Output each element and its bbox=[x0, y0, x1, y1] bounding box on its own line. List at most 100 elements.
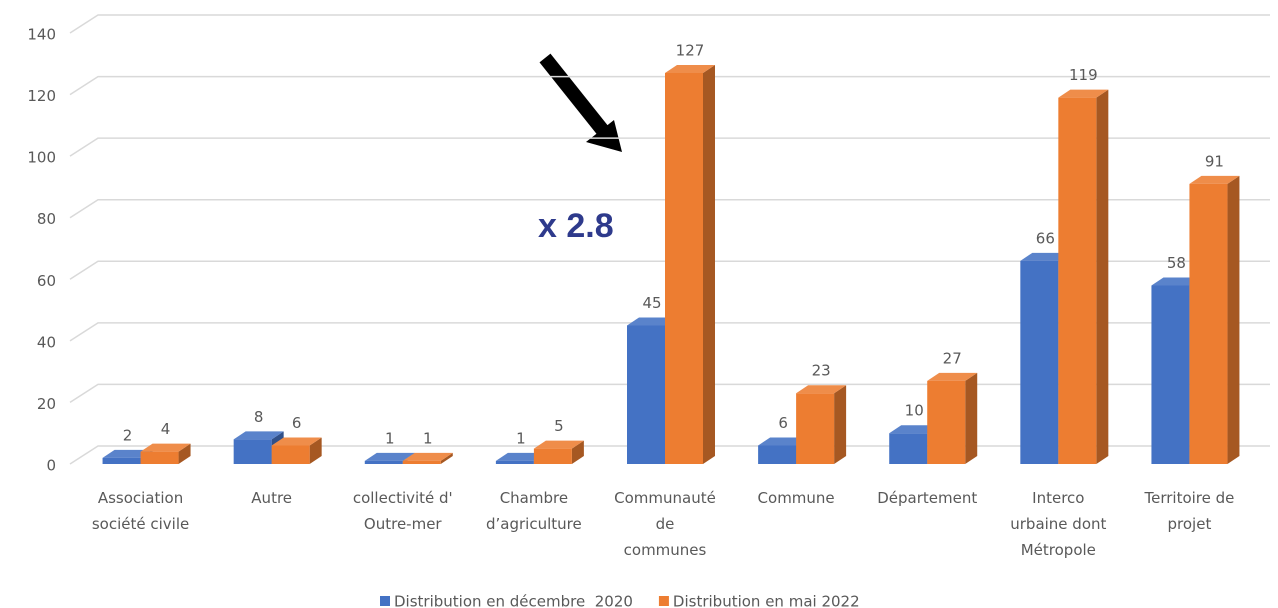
bar bbox=[140, 443, 191, 464]
x-tick-label: Chambre d’agriculture bbox=[486, 489, 582, 533]
grid-line bbox=[69, 260, 1270, 280]
y-tick-label: 120 bbox=[27, 87, 56, 105]
grid-line bbox=[69, 445, 1270, 465]
grid-line bbox=[69, 75, 1270, 96]
value-label: 4 bbox=[161, 420, 171, 438]
y-tick-label: 60 bbox=[37, 272, 56, 290]
bar-top bbox=[889, 425, 940, 434]
value-label: 58 bbox=[1167, 254, 1186, 272]
value-label: 2 bbox=[123, 426, 133, 444]
x-tick-label: collectivité d' Outre-mer bbox=[352, 489, 453, 533]
x-tick-label: Autre bbox=[251, 489, 293, 507]
bar-front bbox=[665, 73, 703, 465]
bar-front bbox=[102, 457, 141, 464]
bar-top bbox=[271, 437, 322, 446]
legend-label: Distribution en décembre 2020 bbox=[394, 593, 633, 608]
bar-front bbox=[271, 445, 310, 464]
arrow-head bbox=[586, 120, 622, 152]
bar-top bbox=[758, 437, 809, 446]
bar bbox=[927, 372, 978, 464]
bar-top bbox=[402, 452, 453, 461]
value-label: 23 bbox=[812, 362, 831, 380]
bar-top bbox=[1151, 277, 1202, 286]
bar bbox=[402, 452, 453, 464]
bar-top bbox=[796, 385, 847, 394]
value-label: 1 bbox=[516, 429, 526, 447]
bar-side bbox=[309, 437, 322, 464]
value-label: 66 bbox=[1036, 229, 1055, 247]
bar-side bbox=[965, 372, 978, 464]
bar-side bbox=[440, 452, 453, 464]
bar bbox=[1189, 175, 1240, 464]
y-tick-label: 40 bbox=[37, 333, 56, 351]
x-tick-label: Interco urbaine dont Métropole bbox=[1010, 489, 1107, 559]
x-tick-label: Commune bbox=[757, 489, 835, 507]
bar-front bbox=[889, 433, 928, 464]
grid-line bbox=[69, 383, 1270, 404]
bar-top bbox=[665, 65, 715, 74]
bar bbox=[1058, 89, 1109, 465]
value-label: 1 bbox=[385, 429, 395, 447]
bar-front bbox=[758, 445, 797, 464]
bar-side bbox=[1096, 89, 1109, 465]
bar-front bbox=[533, 448, 572, 464]
value-label: 45 bbox=[642, 294, 661, 312]
value-label: 1 bbox=[423, 429, 433, 447]
bar-front bbox=[1151, 285, 1190, 464]
value-label: 27 bbox=[943, 349, 962, 367]
arrow-shaft bbox=[539, 53, 610, 137]
bar bbox=[665, 65, 715, 465]
legend-swatch bbox=[658, 596, 669, 606]
y-tick-label: 80 bbox=[37, 210, 56, 228]
x-tick-label: Communauté de communes bbox=[614, 489, 716, 559]
bar-front bbox=[402, 460, 441, 464]
legend-label: Distribution en mai 2022 bbox=[673, 593, 860, 608]
y-tick-label: 140 bbox=[27, 26, 56, 44]
bar-top bbox=[233, 431, 284, 440]
value-label: 5 bbox=[554, 417, 564, 435]
bar-side bbox=[1227, 175, 1240, 464]
y-tick-label: 100 bbox=[27, 149, 56, 167]
bar-top bbox=[1058, 89, 1109, 98]
bar-front bbox=[233, 439, 272, 464]
bar bbox=[271, 437, 322, 464]
grid-line bbox=[69, 322, 1270, 342]
legend-swatch bbox=[380, 596, 390, 606]
value-label: 119 bbox=[1069, 66, 1098, 84]
x-tick-label: Département bbox=[877, 489, 978, 507]
bar-front bbox=[627, 325, 665, 464]
bar-top bbox=[495, 452, 546, 461]
bar-side bbox=[834, 385, 847, 464]
value-label: 91 bbox=[1205, 152, 1224, 170]
x-tick-label: Territoire de projet bbox=[1144, 489, 1235, 533]
grid-line bbox=[69, 137, 1270, 157]
y-tick-label: 0 bbox=[46, 457, 56, 475]
bar-front bbox=[1189, 183, 1228, 464]
bar-top bbox=[1189, 175, 1240, 184]
bar-front bbox=[1020, 260, 1059, 464]
bar-top bbox=[533, 440, 584, 449]
bar-front bbox=[1058, 97, 1097, 465]
annotation: x 2.8 bbox=[538, 207, 614, 245]
y-tick-label: 20 bbox=[37, 395, 56, 413]
bar-top bbox=[140, 443, 191, 452]
bar-top bbox=[1020, 252, 1071, 261]
value-label: 127 bbox=[676, 42, 705, 60]
value-label: 10 bbox=[905, 402, 924, 420]
bar bbox=[533, 440, 584, 464]
bar-front bbox=[140, 451, 179, 464]
bar-top bbox=[102, 449, 153, 458]
grid-line bbox=[69, 198, 1270, 219]
bar-front bbox=[927, 380, 966, 464]
bar-front bbox=[495, 460, 534, 464]
bar-front bbox=[796, 393, 835, 464]
value-label: 6 bbox=[778, 414, 788, 432]
grid-line bbox=[69, 14, 1270, 34]
bar-top bbox=[927, 372, 978, 381]
bar-top bbox=[364, 452, 415, 461]
value-label: 6 bbox=[292, 414, 302, 432]
bar-side bbox=[178, 443, 191, 464]
bar-front bbox=[364, 460, 403, 464]
